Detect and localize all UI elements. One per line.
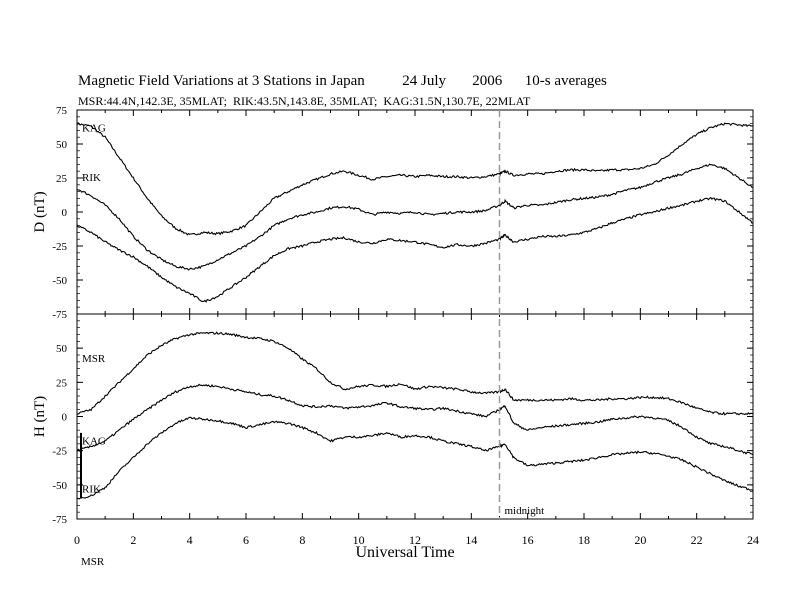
y-tick-label: -50 (52, 275, 67, 287)
series-label-msr: MSR (82, 353, 106, 365)
x-tick-label: 14 (465, 533, 477, 547)
midnight-label: midnight (505, 505, 545, 517)
series-line-D-1 (76, 163, 754, 271)
x-axis-label: Universal Time (355, 544, 454, 561)
series-line-D-2 (76, 196, 753, 303)
y-tick-label: -25 (52, 446, 67, 458)
x-tick-label: 24 (747, 533, 759, 547)
series-label-kag: KAG (82, 436, 106, 448)
y-axis-label: D (nT) (32, 191, 48, 232)
y-tick-label: 25 (56, 377, 68, 389)
y-tick-label: 50 (56, 139, 68, 151)
panel-frame (76, 313, 754, 520)
y-tick-label: -25 (52, 241, 67, 253)
y-tick-label: 0 (62, 412, 68, 424)
x-tick-label: 16 (522, 533, 534, 547)
title-part-2: 2006 (472, 73, 503, 89)
chart-title: Magnetic Field Variations at 3 Stations … (78, 73, 607, 90)
chart-subtitle: MSR:44.4N,142.3E, 35MLAT; RIK:43.5N,143.… (78, 94, 531, 108)
bottom-station-label: MSR (81, 556, 105, 568)
y-tick-label: 0 (62, 207, 68, 219)
series-line-H-2 (76, 416, 754, 500)
y-axis-label: H (nT) (32, 396, 48, 437)
series-line-H-0 (77, 331, 754, 416)
panel-D: 75 50 25 0 -25 -50 -75 D (nT) KAG RIK (32, 105, 754, 321)
title-part-3: 10-s averages (524, 73, 607, 89)
x-tick-label: 18 (578, 533, 590, 547)
x-tick-label: 10 (353, 533, 365, 547)
y-tick-label: 50 (56, 343, 68, 355)
title-part-0: Magnetic Field Variations at 3 Stations … (78, 73, 365, 89)
x-tick-label: 4 (187, 533, 193, 547)
y-tick-label: -75 (52, 514, 67, 526)
title-part-1: 24 July (402, 73, 447, 89)
series-label-rik: RIK (82, 172, 101, 184)
x-tick-label: 20 (634, 533, 646, 547)
x-tick-label: 22 (691, 533, 703, 547)
x-tick-label: 6 (243, 533, 249, 547)
y-tick-label: -75 (52, 309, 67, 321)
series-line-D-0 (76, 121, 754, 236)
y-tick-label: 25 (56, 173, 68, 185)
x-tick-label: 0 (74, 533, 80, 547)
series-label-rik: RIK (82, 484, 101, 496)
y-tick-label: 75 (56, 105, 68, 117)
x-tick-label: 2 (130, 533, 136, 547)
series-label-kag: KAG (82, 123, 106, 135)
series-line-H-1 (76, 383, 754, 456)
y-tick-label: -50 (52, 480, 67, 492)
x-tick-label: 12 (409, 533, 421, 547)
x-tick-label: 8 (299, 533, 305, 547)
panel-frame (76, 109, 754, 315)
